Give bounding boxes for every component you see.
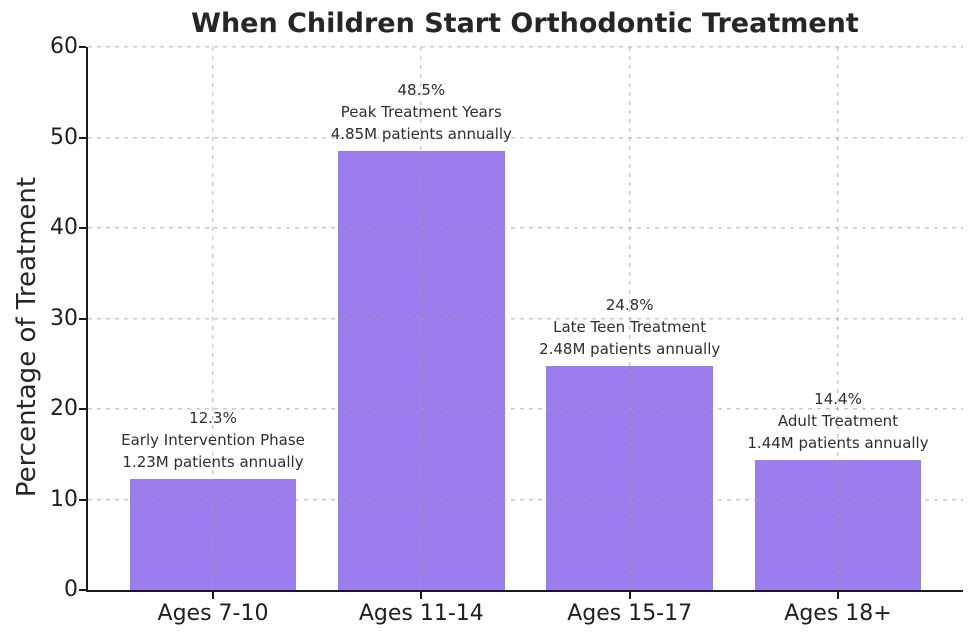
y-tick-mark (79, 227, 86, 229)
y-gridline (88, 136, 963, 139)
x-gridline (837, 47, 839, 590)
annotation-line: 14.4% (814, 389, 862, 408)
x-tick-label: Ages 11-14 (358, 601, 484, 626)
x-gridline (420, 47, 423, 590)
y-gridline (88, 317, 963, 320)
bar-annotation: 24.8% Late Teen Treatment 2.48M patients a… (539, 294, 720, 360)
annotation-line: 48.5% (397, 81, 446, 100)
y-tick-mark (79, 46, 86, 48)
plot-area: 12.3% Early Intervention Phase 1.23M patie… (86, 46, 963, 592)
annotation-line: Late Teen Treatment (553, 317, 707, 336)
x-tick-label: Ages 7-10 (157, 601, 269, 626)
annotation-line: 2.48M patients annually (539, 339, 721, 358)
annotation-line: Early Intervention Phase (121, 430, 305, 449)
annotation-line: 24.8% (605, 295, 654, 314)
x-tick-label: Ages 15-17 (567, 601, 693, 626)
y-tick-label: 20 (50, 396, 78, 421)
bar-annotation: 14.4% Adult Treatment 1.44M patients annua… (747, 388, 928, 454)
chart-title: When Children Start Orthodontic Treatmen… (191, 8, 859, 39)
y-gridline (88, 498, 963, 501)
bar-annotation: 48.5% Peak Treatment Years 4.85M patients … (331, 79, 512, 145)
annotation-line: 4.85M patients annually (330, 125, 512, 144)
x-tick-mark (420, 592, 423, 599)
y-gridline (88, 227, 963, 229)
y-tick-mark (79, 498, 86, 501)
annotation-line: Peak Treatment Years (340, 103, 502, 122)
y-tick-label: 50 (50, 124, 78, 150)
x-tick-label: Ages 18+ (784, 601, 892, 626)
y-tick-label: 40 (50, 215, 78, 240)
y-tick-label: 0 (64, 577, 78, 602)
annotation-line: 1.23M patients annually (122, 452, 304, 471)
y-tick-mark (79, 589, 86, 591)
annotation-line: 1.44M patients annually (747, 433, 929, 452)
x-tick-mark (628, 592, 631, 599)
y-tick-label: 60 (50, 34, 78, 59)
y-tick-mark (79, 136, 86, 139)
y-tick-label: 10 (50, 486, 78, 512)
y-gridline (88, 408, 963, 410)
y-gridline (88, 46, 963, 48)
y-tick-mark (79, 408, 86, 410)
annotation-line: 12.3% (189, 408, 237, 427)
x-gridline (212, 47, 214, 590)
x-gridline (628, 47, 631, 590)
annotation-line: Adult Treatment (777, 411, 899, 430)
y-tick-mark (79, 317, 86, 320)
bar-annotation: 12.3% Early Intervention Phase 1.23M patie… (121, 407, 305, 473)
y-tick-label: 30 (50, 305, 78, 331)
x-tick-mark (837, 592, 839, 599)
x-tick-mark (212, 592, 214, 599)
